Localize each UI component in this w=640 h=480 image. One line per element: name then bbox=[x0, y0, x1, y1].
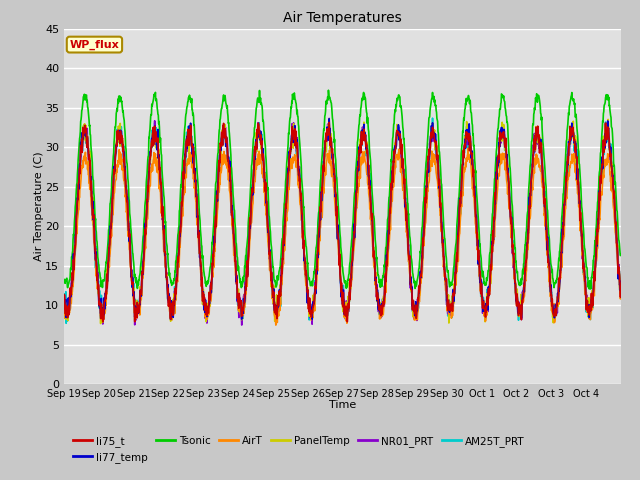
Y-axis label: Air Temperature (C): Air Temperature (C) bbox=[34, 152, 44, 261]
X-axis label: Time: Time bbox=[329, 400, 356, 410]
Title: Air Temperatures: Air Temperatures bbox=[283, 11, 402, 25]
Text: WP_flux: WP_flux bbox=[70, 39, 119, 50]
Legend: li75_t, li77_temp, Tsonic, AirT, PanelTemp, NR01_PRT, AM25T_PRT: li75_t, li77_temp, Tsonic, AirT, PanelTe… bbox=[69, 432, 529, 467]
